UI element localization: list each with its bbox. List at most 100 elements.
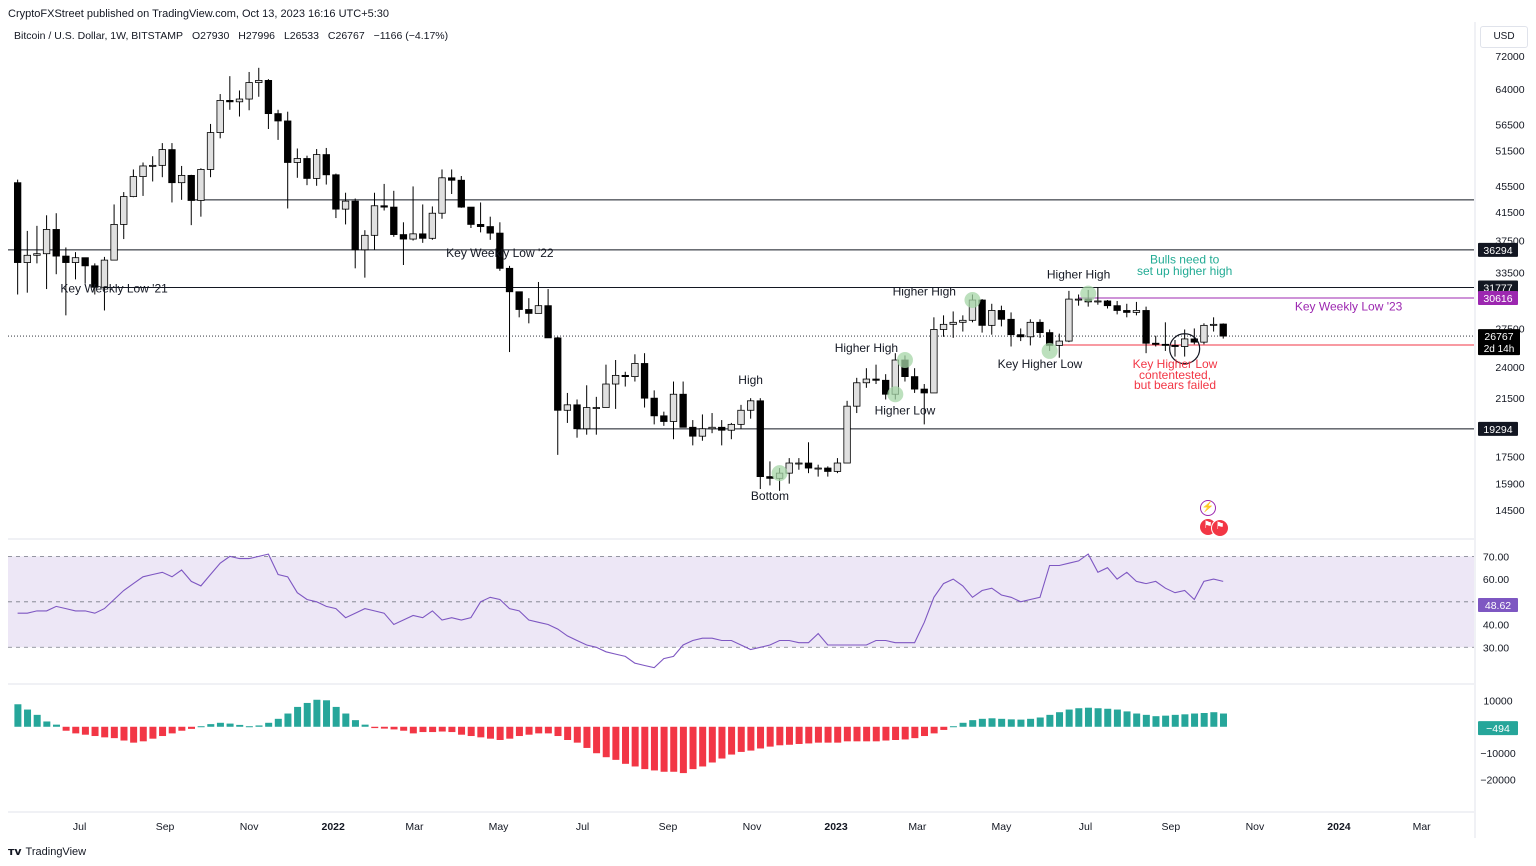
macd-histogram-bar xyxy=(159,726,167,737)
bear-candle xyxy=(1142,310,1150,344)
pivot-marker xyxy=(1080,285,1097,302)
level-price-tag xyxy=(1478,242,1518,257)
symbol-legend: Bitcoin / U.S. Dollar, 1W, BITSTAMP O279… xyxy=(14,30,454,42)
time-tick-label: 2023 xyxy=(824,821,848,833)
macd-histogram-bar xyxy=(255,725,263,727)
lightning-icon[interactable]: ⚡ xyxy=(1200,500,1216,516)
rsi-line xyxy=(17,553,1224,669)
bull-candle xyxy=(534,305,543,314)
macd-histogram-bar xyxy=(747,726,755,751)
price-tick-label: 41500 xyxy=(1495,207,1524,219)
bull-candle xyxy=(959,319,967,323)
rsi-tick-label: 60.00 xyxy=(1483,574,1509,586)
macd-histogram-bar xyxy=(1036,717,1044,727)
bull-candle xyxy=(1200,324,1208,343)
bull-candle xyxy=(939,323,948,330)
macd-histogram-bar xyxy=(1152,716,1160,727)
bear-candle xyxy=(515,291,523,310)
macd-histogram-bar xyxy=(631,726,639,767)
macd-histogram-bar xyxy=(872,726,880,742)
time-tick-label: Sep xyxy=(659,821,678,833)
macd-tick-label: −20000 xyxy=(1480,775,1515,787)
bear-candle xyxy=(332,174,340,210)
macd-histogram-bar xyxy=(197,726,205,728)
currency-button[interactable]: USD xyxy=(1480,26,1528,48)
macd-histogram-bar xyxy=(477,726,485,738)
macd-histogram-bar xyxy=(602,726,610,758)
bull-candle xyxy=(949,321,957,325)
bear-candle xyxy=(573,404,581,430)
bear-candle xyxy=(1036,321,1044,333)
bull-candle xyxy=(853,382,861,407)
bull-candle xyxy=(438,177,446,214)
macd-histogram-bar xyxy=(737,726,745,752)
macd-value-label: −494 xyxy=(1486,723,1510,735)
bear-candle xyxy=(689,426,697,437)
bear-candle xyxy=(380,205,388,208)
bull-candle xyxy=(206,132,215,170)
macd-histogram-bar xyxy=(554,726,562,737)
bear-candle xyxy=(168,149,176,184)
ohlc-change: −1166 (−4.17%) xyxy=(373,30,449,42)
macd-histogram-bar xyxy=(226,723,234,727)
bull-candle xyxy=(785,462,793,474)
macd-histogram-bar xyxy=(940,726,948,730)
price-tick-label: 14500 xyxy=(1495,505,1524,517)
chart-annotation: Higher High xyxy=(835,341,898,355)
price-tick-label: 56500 xyxy=(1495,119,1524,131)
chart-annotation: Key Higher Low xyxy=(998,357,1083,371)
price-tick-label: 21500 xyxy=(1495,393,1524,405)
macd-histogram-bar xyxy=(139,726,147,742)
macd-histogram-bar xyxy=(843,726,851,742)
macd-histogram-bar xyxy=(824,726,832,743)
time-tick-label: 2022 xyxy=(321,821,345,833)
price-tick-label: 15900 xyxy=(1495,479,1524,491)
bull-candle xyxy=(1132,310,1141,313)
bull-candle xyxy=(23,254,31,263)
bull-candle xyxy=(814,467,822,470)
bear-candle xyxy=(322,154,330,176)
bear-candle xyxy=(476,224,485,227)
bull-candle xyxy=(583,407,591,430)
macd-histogram-bar xyxy=(1171,714,1179,727)
bear-candle xyxy=(81,257,89,267)
macd-histogram-bar xyxy=(390,726,398,730)
macd-histogram-bar xyxy=(81,726,89,735)
macd-histogram-bar xyxy=(1007,719,1015,727)
macd-histogram-bar xyxy=(583,726,591,748)
current-price-tag xyxy=(1478,329,1520,356)
macd-histogram-bar xyxy=(564,726,572,740)
contested-low-circle xyxy=(1169,333,1201,365)
macd-histogram-bar xyxy=(429,726,437,733)
macd-histogram-bar xyxy=(544,726,552,734)
bear-candle xyxy=(621,374,629,378)
bull-candle xyxy=(669,393,678,422)
bear-candle xyxy=(1152,342,1160,345)
macd-histogram-bar xyxy=(650,726,658,771)
bull-candle xyxy=(428,212,437,239)
chart-annotation: Higher High xyxy=(893,284,956,298)
time-tick-label: Sep xyxy=(1162,821,1181,833)
macd-histogram-bar xyxy=(101,726,109,738)
rsi-value-label: 48.62 xyxy=(1485,600,1511,612)
macd-histogram-bar xyxy=(62,726,70,731)
level-price-tag xyxy=(1478,291,1518,306)
bear-candle xyxy=(544,305,552,339)
bear-candle xyxy=(997,310,1006,320)
macd-histogram-bar xyxy=(371,726,379,729)
brand-name: TradingView xyxy=(25,845,87,858)
macd-histogram-bar xyxy=(110,726,118,739)
pivot-marker xyxy=(771,465,788,482)
flag-icon-secondary[interactable]: ⚑ xyxy=(1211,519,1229,537)
price-tick-label: 17500 xyxy=(1495,451,1524,463)
macd-histogram-bar xyxy=(72,726,80,734)
price-tick-label: 45500 xyxy=(1495,181,1524,193)
bull-candle xyxy=(1209,323,1218,326)
time-tick-label: May xyxy=(489,821,510,833)
bull-candle xyxy=(592,407,600,409)
bear-candle xyxy=(226,100,234,103)
macd-histogram-bar xyxy=(1133,713,1141,727)
time-tick-label: Nov xyxy=(743,821,762,833)
bear-candle xyxy=(448,177,456,181)
